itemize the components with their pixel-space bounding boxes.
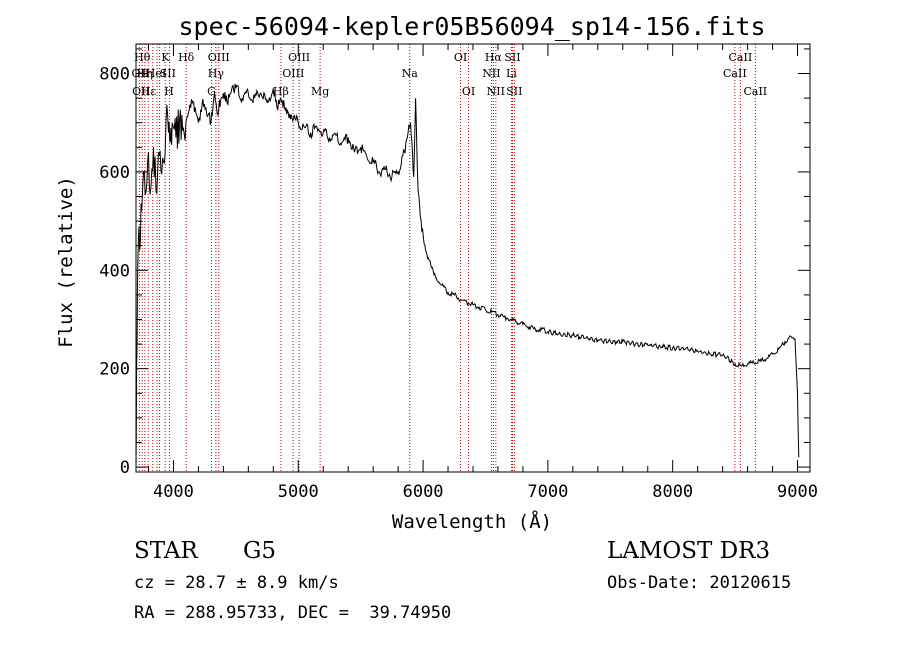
line-label: G [207,85,216,98]
line-label: Hα [485,51,503,64]
line-label: CaII [723,67,747,80]
line-label: OI [454,51,467,64]
line-label: Hθ [134,51,151,64]
y-tick-label: 0 [120,458,130,478]
line-label: CaII [743,85,767,98]
x-tick-label: 9000 [777,482,818,502]
survey-name: LAMOST DR3 [607,538,771,564]
x-axis-ticks: 4000 5000 6000 7000 8000 9000 [147,44,818,502]
spectrum-line [135,83,800,468]
line-label: Li [506,67,517,80]
y-tick-label: 400 [99,261,130,281]
line-label: Hδ [178,51,195,64]
line-label: K [161,51,170,64]
y-axis-ticks: 0 200 400 600 800 [99,48,810,478]
line-label: OII [132,85,150,98]
y-axis-label: Flux (relative) [55,176,77,348]
line-label: Na [402,67,419,80]
line-label: NII [482,67,500,80]
x-tick-label: 7000 [527,482,568,502]
line-label: Hγ [208,67,225,80]
plot-frame [135,43,811,473]
line-label: SII [160,67,176,80]
spectral-line-markers [138,44,756,472]
line-label: OI [462,85,475,98]
object-subclass: G5 [243,538,277,564]
line-label: OIII [288,51,310,64]
x-tick-label: 5000 [278,482,319,502]
line-label: Hβ [273,85,289,98]
x-axis-label: Wavelength (Å) [392,510,552,533]
line-label: OIII [282,67,304,80]
line-label: Hε [141,85,157,98]
y-tick-label: 200 [99,360,130,380]
line-label: NII [487,85,505,98]
chart-title: spec-56094-kepler05B56094_sp14-156.fits [179,12,766,41]
line-label: SII [504,51,520,64]
x-tick-label: 8000 [652,482,693,502]
line-label: CaII [729,51,753,64]
line-label: OIII [208,51,230,64]
object-class: STAR [134,538,198,564]
y-tick-label: 800 [99,65,130,85]
coordinates: RA = 288.95733, DEC = 39.74950 [134,603,452,623]
line-label: HeI [146,67,166,80]
line-label: SII [506,85,522,98]
line-label: Mg [311,85,329,98]
redshift-cz: cz = 28.7 ± 8.9 km/s [134,573,339,593]
x-tick-label: 6000 [403,482,444,502]
y-tick-label: 600 [99,163,130,183]
line-label: H [164,85,174,98]
observation-date: Obs-Date: 20120615 [607,573,792,593]
x-tick-label: 4000 [153,482,194,502]
